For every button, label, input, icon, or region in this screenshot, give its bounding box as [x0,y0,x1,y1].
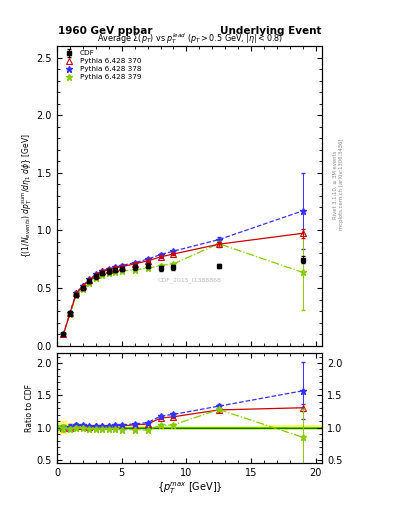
Pythia 6.428 379 [132,266,137,272]
Pythia 6.428 379 [61,331,66,337]
Line: Pythia 6.428 379: Pythia 6.428 379 [60,240,306,337]
Pythia 6.428 370 [119,264,124,270]
Pythia 6.428 370 [217,241,221,247]
Text: CDF_2015_I1388868: CDF_2015_I1388868 [158,277,222,283]
Pythia 6.428 379 [301,269,305,275]
Pythia 6.428 379 [94,274,98,281]
Pythia 6.428 370 [145,258,150,264]
Pythia 6.428 379 [113,269,118,275]
Pythia 6.428 379 [87,280,92,286]
Pythia 6.428 370 [158,254,163,260]
Pythia 6.428 370 [81,283,85,289]
Text: 1960 GeV ppbar: 1960 GeV ppbar [58,26,152,36]
Pythia 6.428 378 [61,331,66,337]
Pythia 6.428 378 [145,256,150,262]
Pythia 6.428 370 [171,251,176,257]
Pythia 6.428 379 [145,265,150,271]
Pythia 6.428 370 [301,230,305,237]
Line: Pythia 6.428 378: Pythia 6.428 378 [60,207,306,337]
Pythia 6.428 379 [119,268,124,274]
Pythia 6.428 379 [81,286,85,292]
Legend: CDF, Pythia 6.428 370, Pythia 6.428 378, Pythia 6.428 379: CDF, Pythia 6.428 370, Pythia 6.428 378,… [60,49,143,81]
Pythia 6.428 378 [94,271,98,278]
Pythia 6.428 370 [94,272,98,278]
Text: mcplots.cern.ch [arXiv:1306.3436]: mcplots.cern.ch [arXiv:1306.3436] [339,139,344,230]
Title: Average $\Sigma(p_T)$ vs $p_T^{lead}$ ($p_T > 0.5$ GeV, $|\eta| < 0.8$): Average $\Sigma(p_T)$ vs $p_T^{lead}$ ($… [97,31,283,46]
Pythia 6.428 370 [113,265,118,271]
Pythia 6.428 378 [68,310,72,316]
Pythia 6.428 370 [107,266,111,272]
Pythia 6.428 379 [107,270,111,276]
Pythia 6.428 378 [74,290,79,296]
Pythia 6.428 379 [68,311,72,317]
Pythia 6.428 378 [100,268,105,274]
Text: Rivet 3.1.10, ≥ 3M events: Rivet 3.1.10, ≥ 3M events [333,150,338,219]
Pythia 6.428 370 [100,268,105,274]
Pythia 6.428 378 [81,283,85,289]
Pythia 6.428 379 [217,241,221,247]
Pythia 6.428 378 [158,251,163,258]
Y-axis label: $\{(1/N_{events})\ dp_T^{sum}/d\eta_1\ d\phi\}$ [GeV]: $\{(1/N_{events})\ dp_T^{sum}/d\eta_1\ d… [20,133,34,259]
Pythia 6.428 378 [217,237,221,243]
Pythia 6.428 370 [74,290,79,296]
Pythia 6.428 378 [119,263,124,269]
Pythia 6.428 378 [87,276,92,283]
Pythia 6.428 370 [61,331,66,337]
Pythia 6.428 370 [68,310,72,316]
Pythia 6.428 378 [132,260,137,266]
Y-axis label: Ratio to CDF: Ratio to CDF [25,385,34,432]
Pythia 6.428 379 [74,292,79,298]
Text: Underlying Event: Underlying Event [220,26,321,36]
Pythia 6.428 370 [87,277,92,283]
Pythia 6.428 370 [132,261,137,267]
Pythia 6.428 379 [100,272,105,278]
Pythia 6.428 378 [171,248,176,254]
Pythia 6.428 379 [158,263,163,269]
X-axis label: $\{p_T^{max}$ [GeV]$\}$: $\{p_T^{max}$ [GeV]$\}$ [157,481,222,497]
Pythia 6.428 378 [113,264,118,270]
Line: Pythia 6.428 370: Pythia 6.428 370 [61,230,306,337]
Pythia 6.428 378 [107,266,111,272]
Pythia 6.428 379 [171,261,176,267]
Pythia 6.428 378 [301,208,305,214]
